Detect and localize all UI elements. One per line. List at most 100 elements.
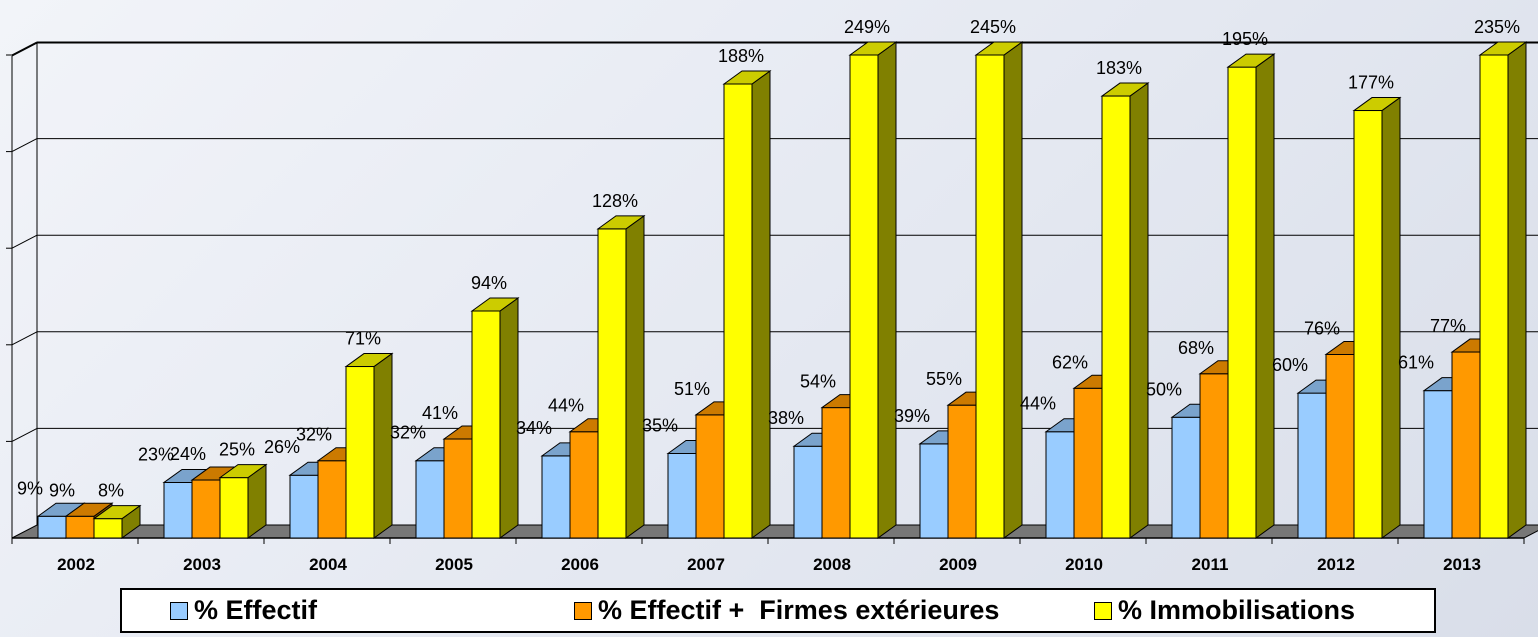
bar-front [1045,431,1075,539]
bar [92,504,142,539]
x-tick-label: 2010 [1065,555,1103,574]
data-label: 9% [49,480,75,500]
bar-front [1451,351,1481,539]
data-label: 55% [926,369,962,389]
bar [974,41,1024,539]
bar-front [345,366,375,539]
bar-front [1353,110,1383,539]
bar-front [947,404,977,539]
wall-top-edge [11,42,38,57]
bar [344,352,394,539]
data-label: 8% [98,481,124,501]
data-label: 51% [674,379,710,399]
bar-front [219,477,249,539]
data-label: 35% [642,415,678,435]
x-tick-label: 2013 [1443,555,1481,574]
bar-top [1352,97,1402,112]
data-label: 38% [768,408,804,428]
x-tick-label: 2007 [687,555,725,574]
bar-top [344,353,394,368]
bar-front [793,445,823,539]
data-label: 77% [1430,316,1466,336]
x-tick-label: 2011 [1192,555,1229,574]
x-tick-label: 2008 [813,555,851,574]
bar-front [191,479,221,539]
bar [218,463,268,539]
bar-side [1255,53,1275,539]
bar-front [569,431,599,539]
data-label: 245% [970,17,1016,37]
bar [596,214,646,539]
gridline-side [11,234,38,249]
data-label: 94% [471,273,507,293]
bars [36,41,1528,539]
legend-swatch-effectif [170,601,188,620]
bar-side [1003,41,1023,539]
data-label: 188% [718,46,764,66]
data-label: 32% [296,425,332,445]
legend-item-effectif: % Effectif [170,590,317,631]
bar-front [849,54,879,539]
x-tick-label: 2002 [57,555,95,574]
bar-front [1171,416,1201,539]
bar-front [471,310,501,539]
bar-side [751,70,771,539]
bar-front [695,414,725,539]
data-label: 39% [894,406,930,426]
legend-label-immobilisations: % Immobilisations [1118,595,1356,625]
gridline-side [11,138,38,153]
data-label: 235% [1474,17,1520,37]
data-label: 68% [1178,338,1214,358]
bar [470,297,520,539]
data-label: 71% [345,329,381,349]
bar-front [919,443,949,539]
legend-item-immobilisations: % Immobilisations [1094,590,1355,631]
bar-front [289,474,319,539]
bar-side [1507,41,1527,539]
bar-front [1199,373,1229,539]
data-label: 249% [844,17,890,37]
x-axis-labels: 2002 2003 2004 2005 2006 2007 2008 2009 2010 2011… [11,538,1525,574]
data-label: 177% [1348,73,1394,93]
data-label: 26% [264,437,300,457]
data-label: 50% [1146,379,1182,399]
bar-front [975,54,1005,539]
bar-front [1073,387,1103,539]
legend-item-effectif-firmes: % Effectif + Firmes extérieures [574,590,999,631]
bar-front [723,83,753,539]
data-label: 54% [800,372,836,392]
bar-top [1478,41,1528,56]
data-label: 128% [592,191,638,211]
x-tick-label: 2005 [435,555,473,574]
bar [1044,417,1094,539]
data-label: 34% [516,418,552,438]
bar-front [821,407,851,539]
bar-front [541,455,571,539]
data-label: 62% [1052,352,1088,372]
data-label: 9% [17,478,43,498]
bar-side [877,41,897,539]
bar [848,41,898,539]
bar-top [470,297,520,312]
bar-side [625,214,645,539]
bar-top [218,464,268,479]
bar-front [37,515,67,539]
data-label: 25% [219,440,255,460]
bar-front [1479,54,1509,539]
data-label: 195% [1222,29,1268,49]
gridlines [6,41,1538,538]
bar [1478,41,1528,539]
bar-top [92,505,142,520]
legend-swatch-effectif-firmes [574,601,592,620]
bar [1226,53,1276,539]
data-label: 44% [548,396,584,416]
data-label: 24% [170,444,206,464]
legend-label-effectif-firmes: % Effectif + Firmes extérieures [598,595,1000,625]
bar-top [64,502,114,517]
bar-front [93,518,123,539]
bar-front [163,481,193,539]
gridline-side [11,41,38,56]
data-label: 23% [138,444,174,464]
x-tick-label: 2004 [309,555,347,574]
